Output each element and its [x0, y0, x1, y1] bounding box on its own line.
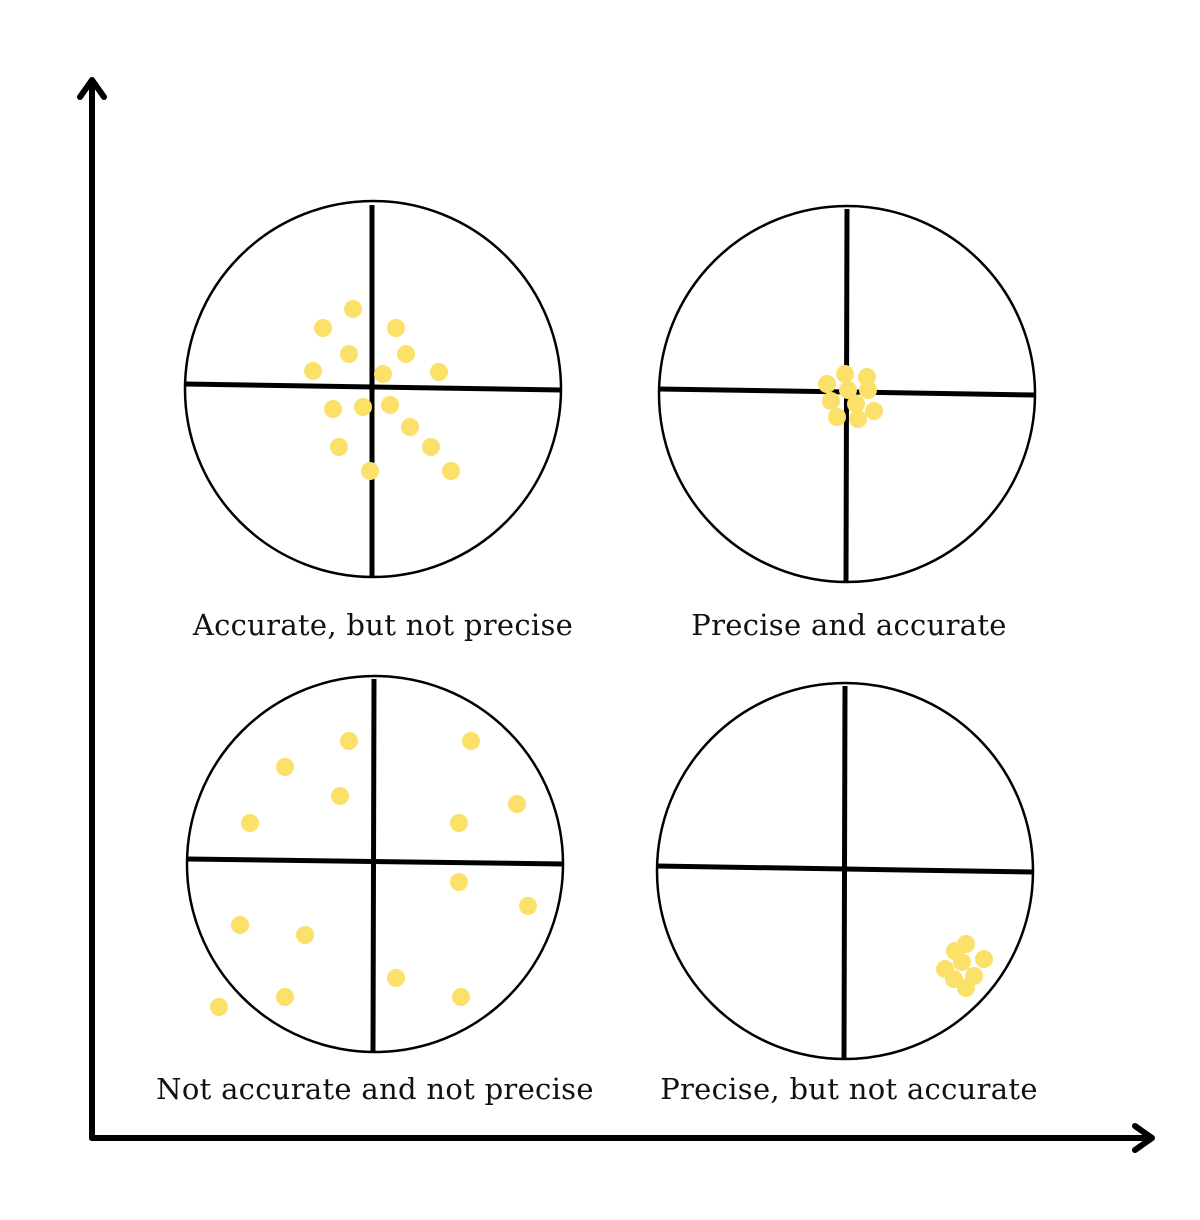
shot-dot [957, 979, 975, 997]
shot-dot [361, 462, 379, 480]
shot-dot [231, 916, 249, 934]
shot-dots [818, 365, 883, 428]
panel-label: Precise and accurate [691, 608, 1006, 642]
target-crosshair-vertical [841, 685, 848, 1060]
target-crosshair-horizontal [186, 856, 564, 867]
shot-dots [210, 732, 537, 1016]
shot-dot [241, 814, 259, 832]
panel-label: Accurate, but not precise [192, 608, 573, 642]
shot-dot [344, 300, 362, 318]
shot-dot [387, 319, 405, 337]
panel-precise-not-accurate: Precise, but not accurate [655, 681, 1038, 1106]
shot-dot [462, 732, 480, 750]
shot-dot [865, 402, 883, 420]
shot-dot [430, 363, 448, 381]
shot-dot [450, 873, 468, 891]
shot-dot [210, 998, 228, 1016]
shot-dot [858, 368, 876, 386]
shot-dot [975, 950, 993, 968]
shot-dot [839, 381, 857, 399]
panel-label: Precise, but not accurate [660, 1072, 1038, 1106]
x-axis-arrowhead [1132, 1123, 1155, 1153]
shot-dot [276, 988, 294, 1006]
shot-dot [397, 345, 415, 363]
shot-dots [936, 935, 993, 997]
shot-dot [304, 362, 322, 380]
panel-label: Not accurate and not precise [156, 1072, 594, 1106]
panel-precise-and-accurate: Precise and accurate [657, 204, 1037, 642]
shot-dot [836, 365, 854, 383]
shot-dot [340, 345, 358, 363]
shot-dot [849, 410, 867, 428]
shot-dot [401, 418, 419, 436]
shot-dot [296, 926, 314, 944]
shot-dot [450, 814, 468, 832]
panel-not-accurate-not-precise: Not accurate and not precise [156, 674, 594, 1106]
shot-dot [330, 438, 348, 456]
shot-dot [508, 795, 526, 813]
target-crosshair-horizontal [656, 863, 1034, 875]
axes [77, 77, 1155, 1153]
shot-dot [822, 392, 840, 410]
shot-dot [381, 396, 399, 414]
shot-dot [442, 462, 460, 480]
panel-accurate-not-precise: Accurate, but not precise [183, 199, 573, 642]
shot-dot [387, 969, 405, 987]
shot-dot [519, 897, 537, 915]
shot-dot [331, 787, 349, 805]
shot-dot [452, 988, 470, 1006]
shot-dot [818, 375, 836, 393]
shot-dot [859, 381, 877, 399]
shot-dot [374, 365, 392, 383]
shot-dot [422, 438, 440, 456]
shot-dot [847, 395, 865, 413]
target-crosshair-vertical [370, 678, 377, 1053]
shot-dot [354, 398, 372, 416]
shot-dot [828, 408, 846, 426]
shot-dot [324, 400, 342, 418]
shot-dot [340, 732, 358, 750]
shot-dot [276, 758, 294, 776]
shot-dot [314, 319, 332, 337]
shot-dots [304, 300, 460, 480]
shot-dot [953, 953, 971, 971]
y-axis-arrowhead [77, 77, 107, 100]
target-crosshair-horizontal [184, 381, 562, 393]
